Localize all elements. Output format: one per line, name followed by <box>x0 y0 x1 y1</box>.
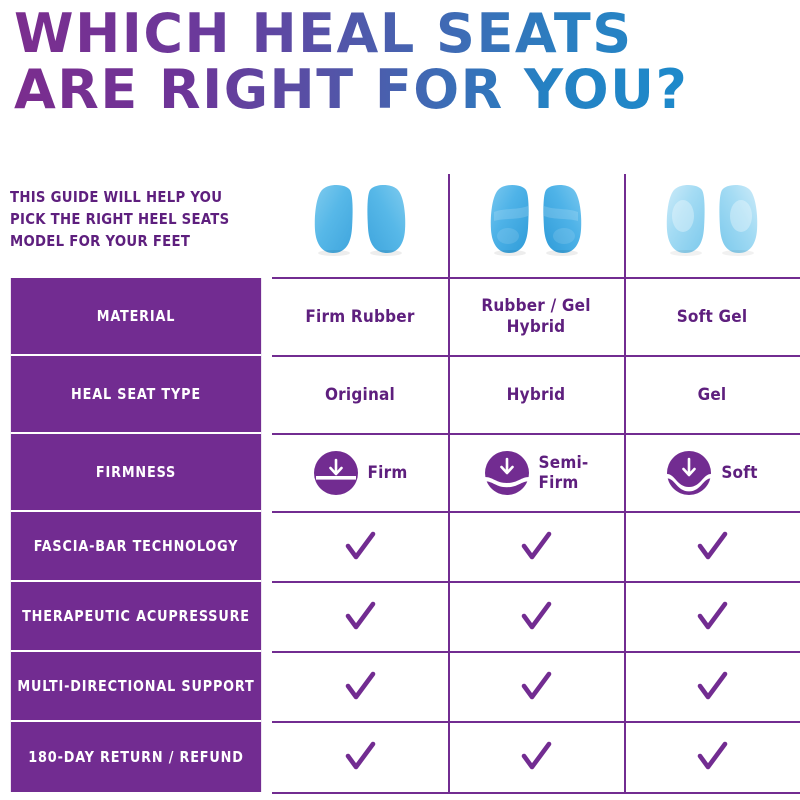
cell-firmness-hybrid: Semi- Firm <box>448 434 624 512</box>
table-row: HEAL SEAT TYPE Original Hybrid Gel <box>0 355 800 434</box>
cell-type-original: Original <box>272 356 448 434</box>
cell-acupressure-gel <box>624 582 800 652</box>
firmness-label-hybrid: Semi- Firm <box>538 453 589 493</box>
check-icon <box>519 670 553 704</box>
check-icon <box>343 530 377 564</box>
check-icon <box>343 740 377 774</box>
table-row: FASCIA-BAR TECHNOLOGY <box>0 511 800 582</box>
comparison-table: THIS GUIDE WILL HELP YOU PICK THE RIGHT … <box>0 160 800 794</box>
check-icon <box>343 670 377 704</box>
firmness-label-gel: Soft <box>721 463 758 483</box>
title-line-1: WHICH HEAL SEATS <box>14 6 794 62</box>
cell-refund-gel <box>624 722 800 792</box>
cell-type-gel: Gel <box>624 356 800 434</box>
row-label-material: MATERIAL <box>10 278 262 356</box>
cell-acupressure-hybrid <box>448 582 624 652</box>
heel-cup-pair-icon <box>664 180 760 258</box>
table-row: FIRMNESS Firm <box>0 433 800 512</box>
heel-cup-left-icon <box>312 182 355 256</box>
heel-cup-right-icon <box>365 182 408 256</box>
table-row: MULTI-DIRECTIONAL SUPPORT <box>0 651 800 722</box>
cell-support-gel <box>624 652 800 722</box>
row-label-return-refund: 180-DAY RETURN / REFUND <box>10 722 262 792</box>
check-icon <box>519 740 553 774</box>
cell-acupressure-original <box>272 582 448 652</box>
cell-refund-hybrid <box>448 722 624 792</box>
cell-fascia-original <box>272 512 448 582</box>
check-icon <box>519 530 553 564</box>
cell-fascia-hybrid <box>448 512 624 582</box>
heel-cup-pair-icon <box>312 180 408 258</box>
firmness-deep-curve-icon <box>666 450 712 496</box>
cell-type-hybrid: Hybrid <box>448 356 624 434</box>
product-cell-hybrid <box>448 160 624 278</box>
check-icon <box>343 600 377 634</box>
row-label-firmness: FIRMNESS <box>10 434 262 512</box>
cell-support-hybrid <box>448 652 624 722</box>
cell-refund-original <box>272 722 448 792</box>
row-label-multi-directional-support: MULTI-DIRECTIONAL SUPPORT <box>10 652 262 722</box>
heel-cup-left-icon <box>488 182 531 256</box>
table-header-row: THIS GUIDE WILL HELP YOU PICK THE RIGHT … <box>0 160 800 278</box>
cell-material-original: Firm Rubber <box>272 278 448 356</box>
product-cell-original <box>272 160 448 278</box>
product-cell-gel <box>624 160 800 278</box>
cell-material-hybrid: Rubber / Gel Hybrid <box>448 278 624 356</box>
heel-cup-left-icon <box>664 182 707 256</box>
row-label-heal-seat-type: HEAL SEAT TYPE <box>10 356 262 434</box>
check-icon <box>695 600 729 634</box>
table-row: 180-DAY RETURN / REFUND <box>0 721 800 794</box>
row-label-fascia-bar-technology: FASCIA-BAR TECHNOLOGY <box>10 512 262 582</box>
heel-cup-right-icon <box>717 182 760 256</box>
cell-firmness-gel: Soft <box>624 434 800 512</box>
check-icon <box>695 530 729 564</box>
intro-cell: THIS GUIDE WILL HELP YOU PICK THE RIGHT … <box>0 160 272 278</box>
firmness-wave-icon <box>484 450 530 496</box>
title-line-2: ARE RIGHT FOR YOU? <box>14 62 794 118</box>
check-icon <box>519 600 553 634</box>
table-row: MATERIAL Firm Rubber Rubber / Gel Hybrid… <box>0 277 800 356</box>
cell-fascia-gel <box>624 512 800 582</box>
page-title: WHICH HEAL SEATS ARE RIGHT FOR YOU? <box>14 6 794 118</box>
firmness-flat-icon <box>313 450 359 496</box>
heel-cup-right-icon <box>541 182 584 256</box>
row-label-therapeutic-acupressure: THERAPEUTIC ACUPRESSURE <box>10 582 262 652</box>
table-row: THERAPEUTIC ACUPRESSURE <box>0 581 800 652</box>
heel-cup-pair-icon <box>488 180 584 258</box>
cell-support-original <box>272 652 448 722</box>
check-icon <box>695 740 729 774</box>
cell-firmness-original: Firm <box>272 434 448 512</box>
check-icon <box>695 670 729 704</box>
intro-text: THIS GUIDE WILL HELP YOU PICK THE RIGHT … <box>10 188 230 250</box>
firmness-label-original: Firm <box>367 463 408 483</box>
cell-material-gel: Soft Gel <box>624 278 800 356</box>
